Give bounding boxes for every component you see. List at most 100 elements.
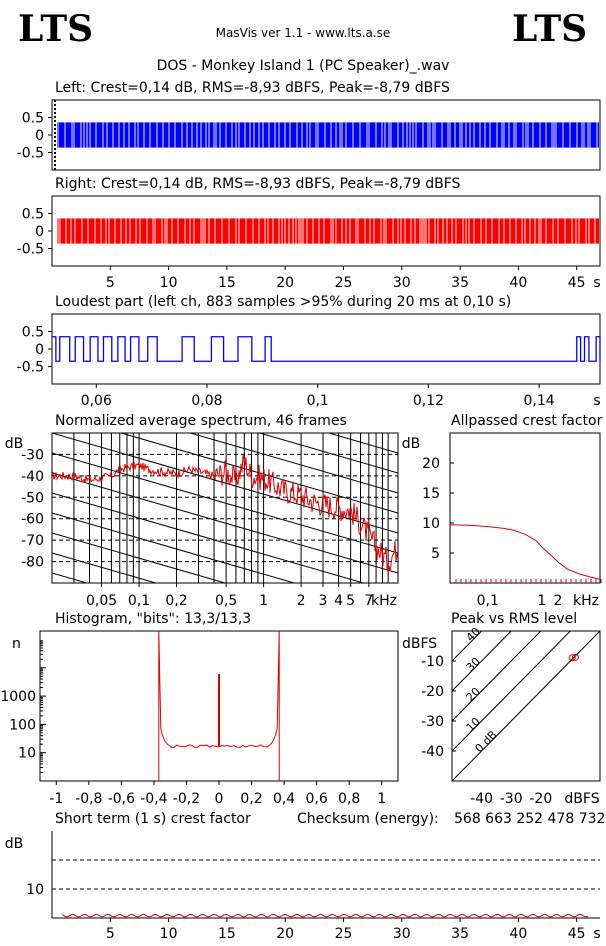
left-wave-ytick-label-0: 0.5 bbox=[22, 111, 44, 127]
spectrum-slope-11 bbox=[52, 492, 366, 583]
left-wave-ytick-label-1: 0 bbox=[35, 128, 44, 144]
allpass-curve bbox=[449, 524, 601, 580]
short-term-xtick-label-6: 35 bbox=[451, 926, 469, 942]
peak-rms-ytick-label-0: -10 bbox=[421, 654, 444, 670]
histogram-ylabel: n bbox=[12, 636, 21, 652]
spectrum-slope-12 bbox=[52, 512, 297, 583]
spectrum-xtick-label-9: 7 bbox=[364, 593, 373, 609]
right-wave-xtick-label-2: 15 bbox=[218, 275, 236, 291]
peak-rms-crest-line-2 bbox=[452, 631, 542, 722]
spectrum-ytick-label-1: -40 bbox=[21, 469, 44, 485]
right-wave-xtick-label-7: 40 bbox=[509, 275, 527, 291]
allpass-xtick-label-0: 0,1 bbox=[477, 593, 499, 609]
peak-rms-xtick-label-0: -40 bbox=[470, 791, 493, 807]
right-wave-signal bbox=[57, 218, 599, 244]
histogram-xtick-label-6: 0,2 bbox=[240, 791, 262, 807]
spectrum-slope-5 bbox=[257, 433, 398, 474]
short-term-ylabel: dB bbox=[5, 836, 24, 852]
loudest-xtick-label-3: 0,12 bbox=[413, 393, 444, 409]
peak-rms-ylabel: dBFS bbox=[402, 636, 437, 652]
right-wave-xtick-label-1: 10 bbox=[160, 275, 178, 291]
allpass-xunit: kHz bbox=[573, 593, 599, 609]
spectrum-ytick-label-3: -60 bbox=[21, 512, 44, 528]
spectrum-xtick-label-5: 2 bbox=[297, 593, 306, 609]
spectrum-slope-14 bbox=[52, 552, 158, 583]
right-channel-title: Right: Crest=0,14 dB, RMS=-8,93 dBFS, Pe… bbox=[55, 176, 461, 192]
peak-rms-ytick-label-1: -20 bbox=[421, 684, 444, 700]
right-wave-xtick-label-4: 25 bbox=[335, 275, 353, 291]
histogram-xtick-label-5: 0 bbox=[215, 791, 224, 807]
peak-rms-ytick-label-2: -30 bbox=[421, 714, 444, 730]
allpass-xtick-label-1: 1 bbox=[537, 593, 546, 609]
histogram-xtick-label-4: -0,2 bbox=[173, 791, 200, 807]
spectrum-slope-15 bbox=[52, 572, 89, 583]
spectrum-xtick-label-6: 3 bbox=[319, 593, 328, 609]
short-term-xtick-label-5: 30 bbox=[393, 926, 411, 942]
peak-rms-point-1 bbox=[571, 653, 579, 661]
short-term-curve bbox=[61, 913, 589, 918]
histogram-xtick-label-10: 1 bbox=[377, 791, 386, 807]
app-title: MasVis ver 1.1 - www.lts.a.se bbox=[215, 26, 391, 40]
right-wave-xtick-label-6: 35 bbox=[451, 275, 469, 291]
allpass-ytick-label-3: 5 bbox=[431, 546, 440, 562]
spectrum-ylabel: dB bbox=[5, 436, 24, 452]
file-title: DOS - Monkey Island 1 (PC Speaker)_.wav bbox=[156, 58, 450, 74]
spectrum-slope-6 bbox=[188, 433, 398, 494]
peak-rms-crest-label-0: 40 bbox=[464, 625, 483, 644]
histogram-xtick-label-2: -0,6 bbox=[108, 791, 135, 807]
histogram-ytick-label-0: 1000 bbox=[0, 689, 36, 705]
short-term-xtick-label-2: 15 bbox=[218, 926, 236, 942]
spectrum-frame bbox=[51, 432, 399, 584]
lts-logo-right: LTS bbox=[512, 8, 588, 50]
short-term-xtick-label-0: 5 bbox=[106, 926, 115, 942]
peak-rms-xtick-label-1: -30 bbox=[500, 791, 523, 807]
peak-rms-crest-label-3: 10 bbox=[464, 715, 483, 734]
allpass-ytick-label-1: 15 bbox=[422, 486, 440, 502]
peak-rms-crest-label-4: 0 dB bbox=[473, 728, 500, 755]
spectrum-xtick-label-2: 0,2 bbox=[165, 593, 187, 609]
short-term-xtick-label-1: 10 bbox=[160, 926, 178, 942]
spectrum-xtick-label-0: 0,05 bbox=[86, 593, 117, 609]
peak-rms-point-0 bbox=[568, 654, 576, 662]
spectrum-slope-17 bbox=[52, 613, 398, 713]
peak-rms-xtick-label-2: -20 bbox=[529, 791, 552, 807]
loudest-ytick-label-0: 0.5 bbox=[22, 325, 44, 341]
peak-rms-lines bbox=[452, 631, 600, 781]
right-wave-xtick-label-5: 30 bbox=[393, 275, 411, 291]
peak-rms-crest-line-3 bbox=[452, 631, 572, 752]
loudest-waveform bbox=[52, 336, 601, 362]
histogram-ytick-label-2: 10 bbox=[18, 746, 36, 762]
histogram-title: Histogram, "bits": 13,3/13,3 bbox=[55, 611, 252, 627]
short-term-xtick-label-7: 40 bbox=[509, 926, 527, 942]
allpass-xtick-label-2: 2 bbox=[554, 593, 563, 609]
allpass-ylabel: dB bbox=[402, 436, 421, 452]
loudest-xtick-label-0: 0,06 bbox=[81, 393, 112, 409]
spectrum-xtick-label-1: 0,1 bbox=[128, 593, 150, 609]
peak-rms-crest-label-2: 20 bbox=[464, 685, 483, 704]
left-wave-ytick-label-2: -0.5 bbox=[17, 146, 44, 162]
loudest-xtick-label-4: 0,14 bbox=[524, 393, 555, 409]
peak-rms-frame bbox=[451, 630, 601, 782]
peak-rms-crest-line-4 bbox=[452, 631, 600, 781]
right-wave-xunit: s bbox=[593, 275, 600, 291]
allpass-title: Allpassed crest factor bbox=[451, 413, 603, 429]
loudest-ytick-label-1: 0 bbox=[35, 342, 44, 358]
peak-rms-crest-line-1 bbox=[452, 631, 512, 692]
allpass-ytick-label-2: 10 bbox=[422, 516, 440, 532]
left-channel-title: Left: Crest=0,14 dB, RMS=-8,93 dBFS, Pea… bbox=[55, 80, 450, 96]
spectrum-slope-10 bbox=[52, 472, 398, 574]
spectrum-ytick-label-5: -80 bbox=[21, 555, 44, 571]
short-term-xtick-label-3: 20 bbox=[276, 926, 294, 942]
peak-rms-ytick-label-3: -40 bbox=[421, 744, 444, 760]
peak-rms-crest-line-0 bbox=[452, 631, 483, 662]
right-wave-xtick-label-8: 45 bbox=[568, 275, 586, 291]
histogram-xtick-label-3: -0,4 bbox=[140, 791, 167, 807]
spectrum-slope-9 bbox=[52, 452, 398, 554]
checksum-value: 568 663 252 478 732 bbox=[454, 811, 606, 827]
allpass-ytick-label-0: 20 bbox=[422, 456, 440, 472]
spectrum-xunit: kHz bbox=[371, 593, 397, 609]
spectrum-xtick-label-8: 5 bbox=[346, 593, 355, 609]
lts-logo-left: LTS bbox=[18, 8, 94, 50]
right-wave-xtick-label-3: 20 bbox=[276, 275, 294, 291]
